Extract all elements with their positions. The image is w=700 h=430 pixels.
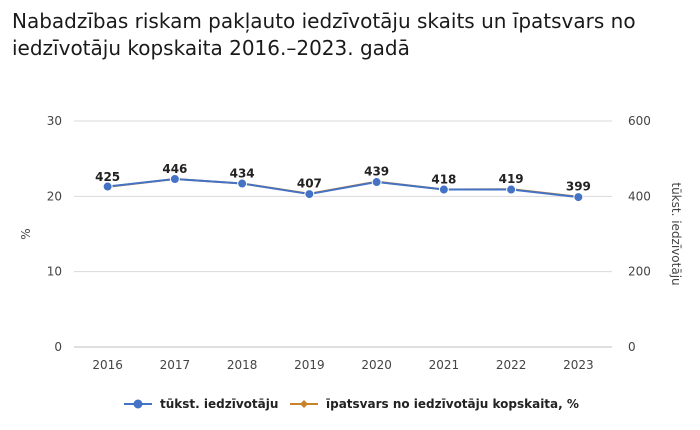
legend-label-thousand-residents: tūkst. iedzīvotāju: [160, 397, 278, 411]
data-label: 419: [499, 172, 524, 186]
data-label: 399: [566, 180, 591, 194]
left-tick-label: 20: [47, 189, 62, 203]
x-tick-label: 2020: [361, 358, 392, 372]
x-axis: 2016 2017 2018 2019 2020 2021 2022 2023: [92, 358, 593, 372]
legend-marker-thousand-residents: [133, 399, 143, 409]
left-tick-label: 30: [47, 114, 62, 128]
data-point: [573, 192, 584, 203]
legend-marker-share: [300, 400, 308, 408]
data-label: 425: [95, 170, 120, 184]
series-line-thousand-residents: [107, 178, 579, 199]
data-point: [438, 184, 449, 195]
gridlines: [74, 120, 612, 348]
data-point: [102, 181, 113, 192]
data-labels: 425 446 434 407 439 418 419 399: [95, 162, 591, 194]
data-point: [169, 174, 180, 185]
series-layer: [102, 174, 584, 203]
x-tick-label: 2018: [227, 358, 258, 372]
right-y-axis-label: tūkst. iedzīvotāju: [669, 182, 683, 285]
legend-item-share: īpatsvars no iedzīvotāju kopskaita, %: [290, 397, 579, 411]
data-point: [506, 184, 517, 195]
right-tick-label: 600: [628, 114, 651, 128]
left-y-axis: 0 10 20 30: [47, 114, 62, 354]
x-tick-label: 2022: [496, 358, 527, 372]
x-tick-label: 2023: [563, 358, 594, 372]
x-tick-label: 2019: [294, 358, 325, 372]
data-label: 439: [364, 165, 389, 179]
right-tick-label: 0: [628, 340, 636, 354]
legend: tūkst. iedzīvotāju īpatsvars no iedzīvot…: [124, 397, 579, 411]
right-y-axis: 0 200 400 600: [628, 114, 651, 354]
data-label: 434: [230, 167, 255, 181]
legend-label-share: īpatsvars no iedzīvotāju kopskaita, %: [326, 397, 579, 411]
left-y-axis-label: %: [19, 228, 33, 239]
data-point: [371, 177, 382, 188]
data-point: [237, 178, 248, 189]
x-tick-label: 2016: [92, 358, 123, 372]
legend-item-thousand-residents: tūkst. iedzīvotāju: [124, 397, 278, 411]
chart-title: Nabadzības riskam pakļauto iedzīvotāju s…: [12, 9, 636, 60]
data-label: 407: [297, 177, 322, 191]
data-label: 418: [431, 173, 456, 187]
data-point: [304, 189, 315, 200]
left-tick-label: 0: [54, 340, 62, 354]
x-tick-label: 2021: [429, 358, 460, 372]
right-tick-label: 400: [628, 189, 651, 203]
x-tick-label: 2017: [160, 358, 191, 372]
left-tick-label: 10: [47, 265, 62, 279]
data-label: 446: [162, 162, 187, 176]
right-tick-label: 200: [628, 265, 651, 279]
